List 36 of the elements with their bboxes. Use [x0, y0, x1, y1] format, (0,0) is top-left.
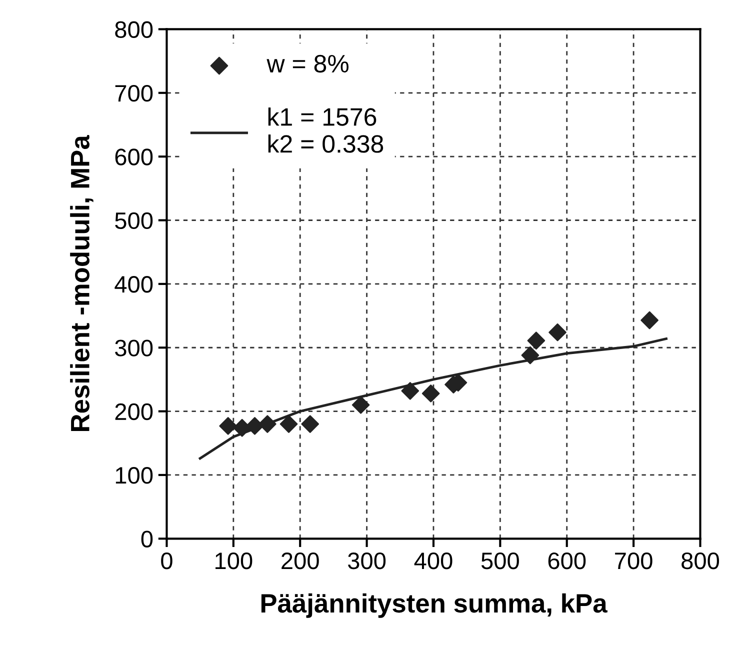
x-tick-label: 700	[615, 552, 652, 570]
point	[422, 384, 440, 402]
point	[640, 311, 658, 330]
point	[258, 415, 276, 433]
point	[527, 332, 546, 350]
y-tick-label: 100	[116, 467, 153, 484]
x-axis-title: Pääjännitysten summa, kPa	[261, 593, 608, 618]
point	[521, 346, 540, 364]
x-tick-label: 800	[682, 552, 720, 570]
point	[219, 417, 237, 435]
point	[548, 323, 566, 342]
y-tick-label: 200	[115, 403, 153, 420]
point	[352, 396, 370, 414]
x-tick-label: 0	[161, 552, 172, 570]
y-tick-label: 400	[114, 276, 153, 293]
point	[280, 415, 298, 433]
legend-label: k1 = 1576 k2 = 0.338	[268, 108, 384, 153]
y-tick-label: 700	[115, 84, 153, 102]
x-tick-label: 100	[216, 552, 252, 570]
y-tick-label: 500	[115, 212, 153, 230]
x-tick-label: 600	[548, 552, 586, 570]
x-tick-label: 300	[348, 552, 386, 570]
point	[301, 415, 320, 433]
legend-label: w = 8%	[266, 54, 349, 73]
x-tick-label: 500	[481, 552, 519, 570]
line-series	[198, 337, 668, 460]
x-tick-label: 200	[282, 552, 319, 570]
point	[401, 382, 420, 400]
point	[246, 417, 264, 435]
y-axis-title: Resilient -moduuli, MPa	[70, 134, 94, 431]
y-tick-label: 300	[115, 340, 153, 356]
y-tick-label: 800	[115, 21, 153, 38]
y-tick-label: 600	[115, 148, 153, 166]
point	[233, 418, 251, 437]
x-tick-label: 400	[414, 552, 452, 570]
y-tick-label: 0	[141, 530, 153, 548]
